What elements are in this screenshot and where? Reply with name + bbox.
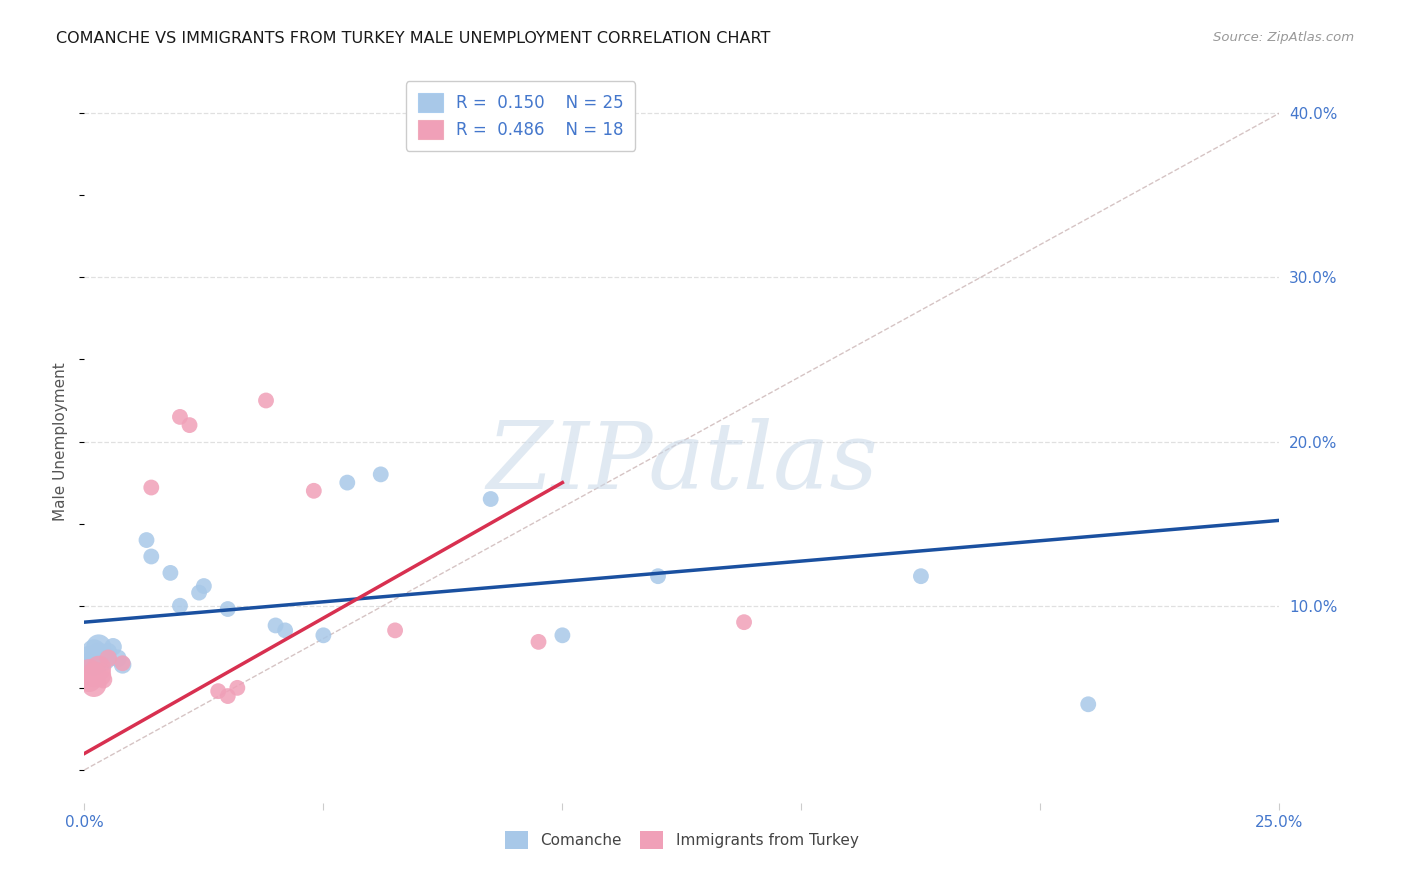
Point <box>111 657 134 671</box>
Point <box>217 689 239 703</box>
Point <box>336 475 359 490</box>
Point <box>188 585 211 599</box>
Point <box>226 681 249 695</box>
Point <box>97 645 120 659</box>
Point <box>169 409 191 424</box>
Point <box>479 491 502 506</box>
Point <box>93 651 115 665</box>
Point <box>264 618 287 632</box>
Point <box>647 569 669 583</box>
Point <box>141 481 163 495</box>
Point <box>87 648 110 662</box>
Point <box>254 393 277 408</box>
Legend: Comanche, Immigrants from Turkey: Comanche, Immigrants from Turkey <box>498 823 866 856</box>
Y-axis label: Male Unemployment: Male Unemployment <box>53 362 69 521</box>
Text: COMANCHE VS IMMIGRANTS FROM TURKEY MALE UNEMPLOYMENT CORRELATION CHART: COMANCHE VS IMMIGRANTS FROM TURKEY MALE … <box>56 31 770 46</box>
Point <box>135 533 157 547</box>
Text: Source: ZipAtlas.com: Source: ZipAtlas.com <box>1213 31 1354 45</box>
Point <box>111 657 134 672</box>
Point <box>77 651 100 665</box>
Point <box>1077 698 1099 712</box>
Point <box>77 673 100 687</box>
Point <box>179 418 201 433</box>
Point <box>83 645 105 659</box>
Point <box>370 467 392 482</box>
Point <box>101 640 124 654</box>
Point <box>207 684 229 698</box>
Text: ZIPatlas: ZIPatlas <box>486 418 877 508</box>
Point <box>384 624 406 638</box>
Point <box>77 665 100 679</box>
Point <box>83 657 105 671</box>
Point <box>193 579 215 593</box>
Point <box>141 549 163 564</box>
Point <box>83 677 105 691</box>
Point <box>302 483 325 498</box>
Point <box>159 566 181 580</box>
Point <box>107 651 129 665</box>
Point <box>87 667 110 681</box>
Point <box>93 673 115 687</box>
Point <box>274 624 297 638</box>
Point <box>169 599 191 613</box>
Point <box>87 661 110 675</box>
Point <box>217 602 239 616</box>
Point <box>83 667 105 681</box>
Point <box>733 615 755 630</box>
Point <box>527 635 550 649</box>
Point <box>87 640 110 654</box>
Point <box>551 628 574 642</box>
Point <box>312 628 335 642</box>
Point <box>910 569 932 583</box>
Point <box>97 651 120 665</box>
